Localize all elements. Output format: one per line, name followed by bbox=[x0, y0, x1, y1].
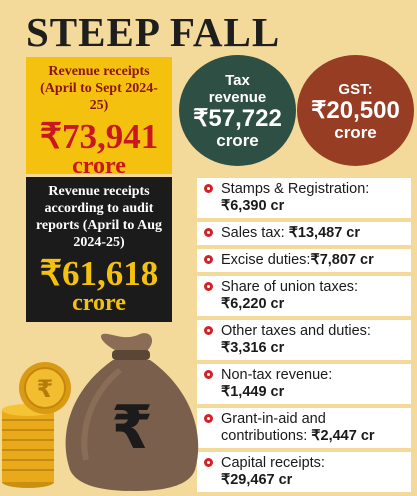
item-label: Non-tax revenue: bbox=[221, 367, 333, 383]
bullet-icon bbox=[204, 255, 213, 264]
item-label: Other taxes and duties: bbox=[221, 323, 371, 339]
bullet-icon bbox=[204, 458, 213, 467]
revenue-breakdown-list: Stamps & Registration: ₹6,390 cr Sales t… bbox=[197, 178, 411, 496]
bullet-icon bbox=[204, 326, 213, 335]
coin-stack-icon bbox=[2, 404, 54, 488]
bag-rupee-symbol: ₹ bbox=[111, 393, 153, 463]
money-bag-illustration: ₹ ₹ bbox=[2, 333, 199, 491]
tax-revenue-label: Tax revenue bbox=[208, 72, 267, 106]
bullet-icon bbox=[204, 370, 213, 379]
bullet-icon bbox=[204, 228, 213, 237]
tax-revenue-circle: Tax revenue ₹57,722 crore bbox=[179, 55, 296, 166]
page-title: STEEP FALL bbox=[26, 9, 281, 55]
revenue-receipts-audit-box: Revenue receipts according to audit repo… bbox=[26, 177, 172, 322]
gold-coin-icon: ₹ bbox=[19, 362, 71, 414]
list-item: Grant-in-aid and contributions: ₹2,447 c… bbox=[197, 408, 411, 448]
revenue-receipts-audit-label: Revenue receipts according to audit repo… bbox=[35, 184, 163, 250]
item-label: Sales tax: bbox=[221, 225, 285, 241]
revenue-receipts-estimate-box: Revenue receipts (April to Sept 2024-25)… bbox=[26, 57, 172, 178]
gst-label: GST: bbox=[338, 80, 373, 98]
tax-revenue-amount: ₹57,722 bbox=[193, 105, 282, 132]
list-item: Other taxes and duties: ₹3,316 cr bbox=[197, 320, 411, 360]
item-value: ₹7,807 cr bbox=[310, 252, 374, 268]
gst-amount: ₹20,500 bbox=[311, 96, 400, 124]
list-item: Stamps & Registration: ₹6,390 cr bbox=[197, 178, 411, 218]
revenue-receipts-estimate-label: Revenue receipts (April to Sept 2024-25) bbox=[40, 64, 158, 113]
item-value: ₹2,447 cr bbox=[311, 428, 375, 444]
svg-text:₹: ₹ bbox=[37, 375, 54, 403]
list-item: Non-tax revenue: ₹1,449 cr bbox=[197, 364, 411, 404]
item-value: ₹29,467 cr bbox=[221, 472, 293, 488]
money-bag-icon: ₹ bbox=[65, 333, 199, 491]
revenue-receipts-audit-amount: ₹61,618 bbox=[39, 254, 159, 293]
item-value: ₹13,487 cr bbox=[288, 225, 361, 241]
item-value: ₹6,390 cr bbox=[221, 198, 285, 214]
item-value: ₹6,220 cr bbox=[221, 296, 285, 312]
list-item: Capital receipts: ₹29,467 cr bbox=[197, 452, 411, 492]
gst-circle: GST: ₹20,500 crore bbox=[297, 55, 414, 166]
tax-revenue-unit: crore bbox=[216, 131, 259, 150]
item-label: Capital receipts: bbox=[221, 455, 325, 471]
item-label: Excise duties: bbox=[221, 252, 311, 268]
revenue-receipts-estimate-unit: crore bbox=[72, 153, 126, 179]
bullet-icon bbox=[204, 282, 213, 291]
list-item: Share of union taxes: ₹6,220 cr bbox=[197, 276, 411, 316]
item-label: Share of union taxes: bbox=[221, 279, 359, 295]
bullet-icon bbox=[204, 184, 213, 193]
item-label: Stamps & Registration: bbox=[221, 181, 370, 197]
revenue-receipts-audit-unit: crore bbox=[72, 290, 126, 316]
list-item: Excise duties:₹7,807 cr bbox=[197, 249, 411, 272]
gst-unit: crore bbox=[334, 122, 377, 142]
bullet-icon bbox=[204, 414, 213, 423]
revenue-receipts-estimate-amount: ₹73,941 bbox=[39, 117, 159, 156]
item-value: ₹1,449 cr bbox=[221, 384, 285, 400]
item-value: ₹3,316 cr bbox=[221, 340, 285, 356]
list-item: Sales tax: ₹13,487 cr bbox=[197, 222, 411, 245]
item-label: Grant-in-aid and contributions: bbox=[221, 411, 326, 444]
